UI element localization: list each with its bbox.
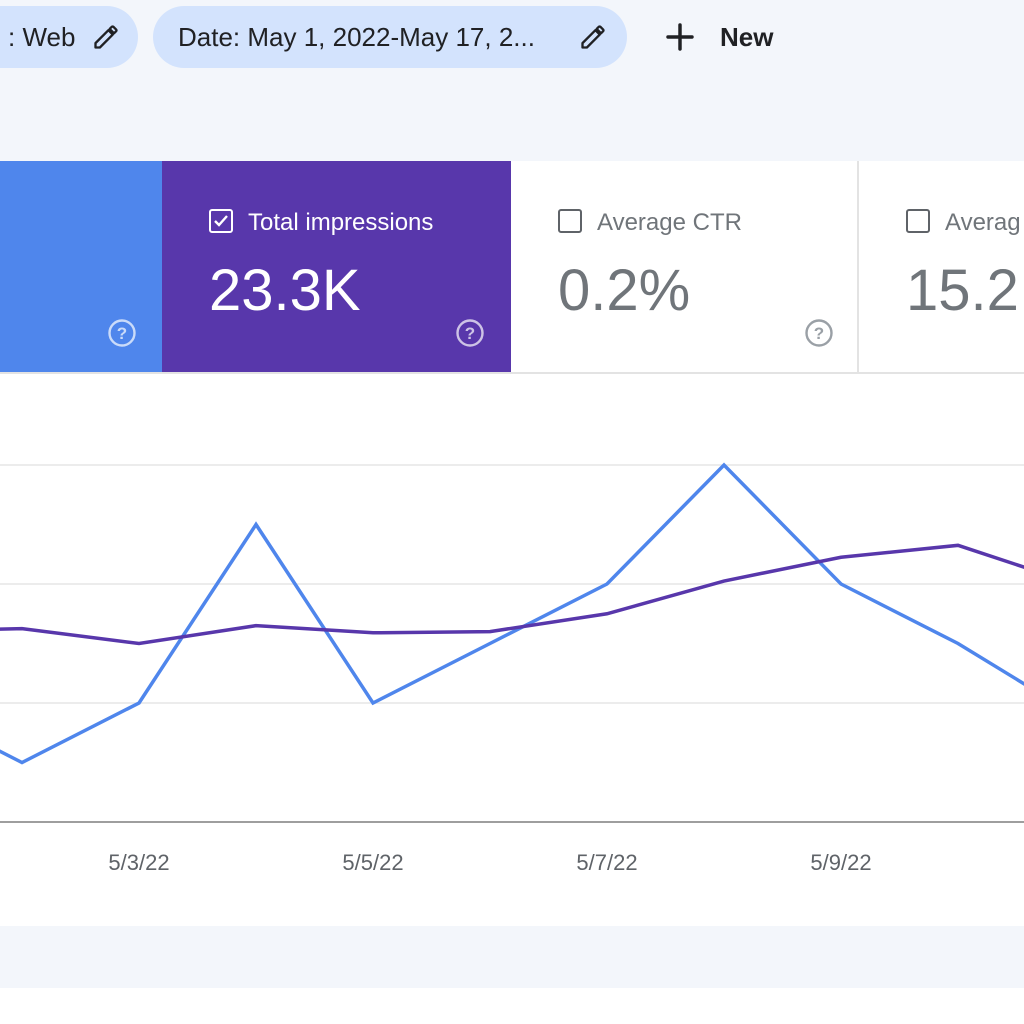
metric-value: 0.2% (558, 258, 691, 323)
checkbox-checked-icon[interactable] (209, 209, 233, 233)
cards-divider (0, 372, 1024, 374)
performance-chart: 5/3/22 5/5/22 5/7/22 5/9/22 (0, 374, 1024, 926)
metric-title: Total impressions (248, 209, 434, 236)
svg-text:?: ? (117, 324, 127, 343)
plus-icon (666, 23, 694, 51)
date-filter-chip[interactable]: Date: May 1, 2022-May 17, 2... (153, 6, 627, 68)
checkbox-unchecked-icon[interactable] (906, 209, 930, 233)
metric-card-clicks[interactable]: ks ? (0, 161, 162, 373)
svg-text:?: ? (465, 324, 475, 343)
series-line-clicks (0, 462, 1024, 765)
bottom-panel (0, 988, 1024, 1024)
x-tick-label: 5/7/22 (576, 850, 637, 875)
svg-text:?: ? (814, 324, 824, 343)
x-tick-label: 5/5/22 (342, 850, 403, 875)
metric-value: 23.3K (209, 258, 361, 323)
checkbox-unchecked-icon[interactable] (558, 209, 582, 233)
x-tick-label: 5/3/22 (108, 850, 169, 875)
pencil-icon[interactable] (579, 23, 607, 51)
search-type-filter-label: : Web (8, 21, 76, 52)
series-line-impressions (0, 543, 1024, 646)
help-icon[interactable]: ? (106, 317, 138, 349)
metric-value: 15.2 (906, 258, 1019, 323)
new-filter-label: New (720, 21, 774, 52)
pencil-icon[interactable] (92, 23, 120, 51)
x-tick-label: 5/9/22 (810, 850, 871, 875)
metric-title: Average CTR (597, 209, 742, 236)
help-icon[interactable]: ? (454, 317, 486, 349)
new-filter-button[interactable]: New (664, 12, 773, 62)
metric-card-ctr[interactable]: Average CTR 0.2% ? (511, 161, 859, 373)
help-icon[interactable]: ? (803, 317, 835, 349)
metric-card-impressions[interactable]: Total impressions 23.3K ? (162, 161, 511, 373)
date-filter-label: Date: May 1, 2022-May 17, 2... (178, 21, 535, 52)
metric-title: Averag (945, 209, 1021, 236)
metric-cards: ks ? Total impressions 23.3K ? Average C… (0, 161, 1024, 373)
search-type-filter-chip[interactable]: : Web (0, 6, 138, 68)
metric-card-position[interactable]: Averag 15.2 (859, 161, 1024, 373)
performance-chart-svg: 5/3/22 5/5/22 5/7/22 5/9/22 (0, 462, 1024, 875)
